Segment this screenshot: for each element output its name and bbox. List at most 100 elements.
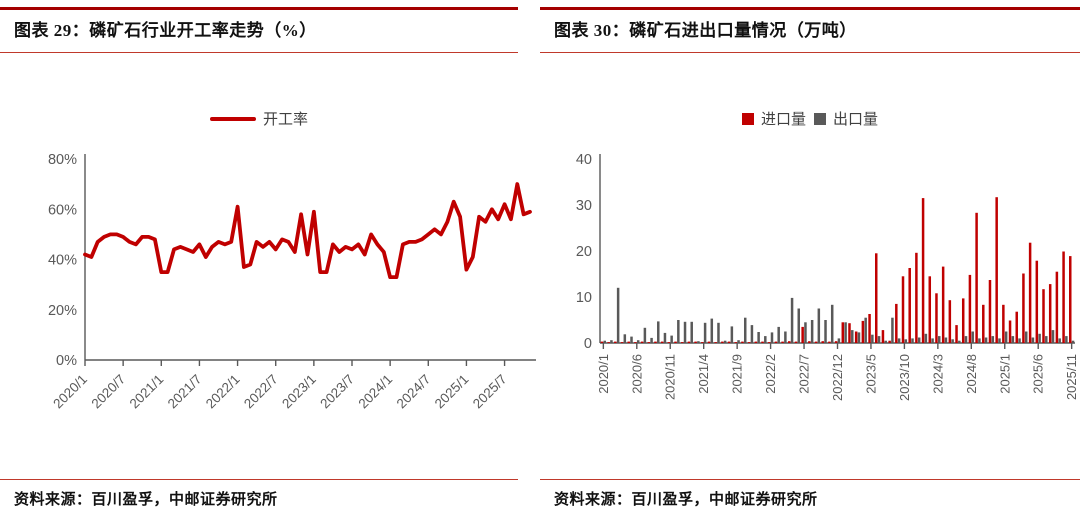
title-divider-rule — [540, 52, 1080, 53]
export-bar — [610, 340, 613, 343]
import-swatch-icon — [741, 112, 754, 125]
figure-29-source: 资料来源：百川盈孚，中邮证券研究所 — [14, 492, 278, 508]
import-bar — [908, 268, 911, 343]
title-divider-rule — [0, 52, 518, 53]
import-bar — [767, 342, 771, 343]
export-bar — [958, 340, 961, 343]
export-bar — [938, 336, 941, 343]
operating-rate-line-chart: 0%20%40%60%80%2020/12020/72021/12021/720… — [48, 152, 536, 412]
export-bar — [677, 320, 680, 343]
import-bar — [727, 341, 731, 343]
import-bar — [614, 341, 617, 343]
import-bar — [674, 341, 677, 343]
import-bar — [781, 341, 784, 343]
x-axis-label: 2024/8 — [964, 354, 979, 394]
import-bar — [607, 342, 610, 343]
import-bar — [1048, 284, 1052, 343]
top-rule — [0, 7, 518, 10]
import-bar — [788, 341, 791, 343]
export-bar — [984, 337, 988, 343]
export-bar — [797, 308, 801, 343]
export-bar — [837, 338, 841, 343]
x-axis-label: 2025/6 — [1031, 354, 1046, 394]
x-axis-label: 2024/7 — [394, 372, 434, 412]
export-bar — [830, 304, 834, 343]
legend-label: 开工率 — [262, 111, 308, 128]
x-axis-label: 2020/1 — [50, 372, 90, 412]
export-bar — [911, 338, 914, 343]
import-bar — [654, 341, 657, 343]
export-bar — [670, 335, 673, 343]
x-axis-label: 2021/7 — [165, 372, 205, 412]
import-bar — [834, 341, 838, 343]
import-bar — [1008, 320, 1012, 343]
export-bar — [784, 331, 787, 343]
import-bar — [901, 276, 905, 343]
x-axis-label: 2020/7 — [88, 372, 128, 412]
export-bar — [623, 334, 627, 343]
x-axis-label: 2021/9 — [730, 354, 745, 394]
export-bar — [844, 322, 847, 343]
x-axis-label: 2020/6 — [629, 354, 644, 394]
x-axis-label: 2020/11 — [663, 354, 678, 400]
import-bar — [734, 342, 737, 343]
export-bar — [964, 336, 968, 343]
export-bar — [1018, 338, 1021, 343]
line-swatch-icon — [209, 116, 256, 121]
figure-29-title: 图表 29：磷矿石行业开工率走势（%） — [14, 21, 317, 40]
export-bar — [683, 321, 687, 343]
export-bar — [1045, 336, 1048, 343]
export-bar — [650, 337, 653, 343]
legend-item-operating-rate: 开工率 — [209, 108, 308, 129]
export-bar — [697, 341, 700, 343]
import-bar — [694, 341, 697, 343]
import-bar — [680, 342, 684, 343]
export-bar — [790, 297, 794, 343]
import-bar — [808, 341, 811, 343]
y-axis-label: 0% — [56, 353, 77, 369]
export-bar — [636, 340, 640, 343]
export-bar — [690, 321, 693, 343]
x-axis-label: 2025/11 — [1064, 354, 1079, 400]
x-axis-label: 2021/4 — [696, 354, 711, 394]
import-bar — [1028, 242, 1032, 343]
import-bar — [1022, 273, 1025, 343]
x-axis-label: 2022/7 — [241, 372, 281, 412]
x-axis-label: 2024/1 — [355, 372, 395, 412]
import-bar — [721, 341, 724, 343]
export-bar — [1004, 331, 1008, 343]
export-bar — [824, 320, 827, 343]
import-bar — [1042, 289, 1045, 343]
import-bar — [875, 253, 878, 343]
import-bar — [1002, 304, 1005, 343]
x-axis-label: 2025/7 — [470, 372, 510, 412]
import-bar — [995, 197, 998, 343]
import-bar — [627, 341, 630, 343]
export-bar — [630, 336, 633, 343]
import-bar — [861, 320, 865, 343]
operating-rate-line — [83, 182, 532, 280]
import-bar — [620, 342, 624, 343]
export-bar — [643, 327, 647, 343]
y-axis-label: 20 — [576, 244, 592, 260]
export-bar — [1024, 331, 1028, 343]
x-axis-label: 2022/2 — [763, 354, 778, 394]
export-bar — [1058, 338, 1061, 343]
import-bar — [948, 300, 952, 343]
import-bar — [888, 340, 891, 343]
export-bar — [1011, 336, 1015, 343]
figure-30-source: 资料来源：百川盈孚，中邮证券研究所 — [554, 492, 818, 508]
x-axis-label: 2022/1 — [203, 372, 243, 412]
x-axis-label: 2022/12 — [830, 354, 845, 401]
export-bar — [723, 340, 727, 343]
x-axis-label: 2023/5 — [863, 354, 878, 394]
export-bar — [1031, 337, 1035, 343]
x-axis-label: 2024/3 — [930, 354, 945, 394]
y-axis-label: 30 — [576, 198, 592, 214]
x-axis-label: 2021/1 — [127, 372, 167, 412]
import-bar — [741, 341, 744, 343]
x-axis-label: 2023/7 — [317, 372, 357, 412]
figure-30-legend: 进口量 出口量 — [540, 108, 1080, 129]
export-bar — [737, 340, 740, 343]
